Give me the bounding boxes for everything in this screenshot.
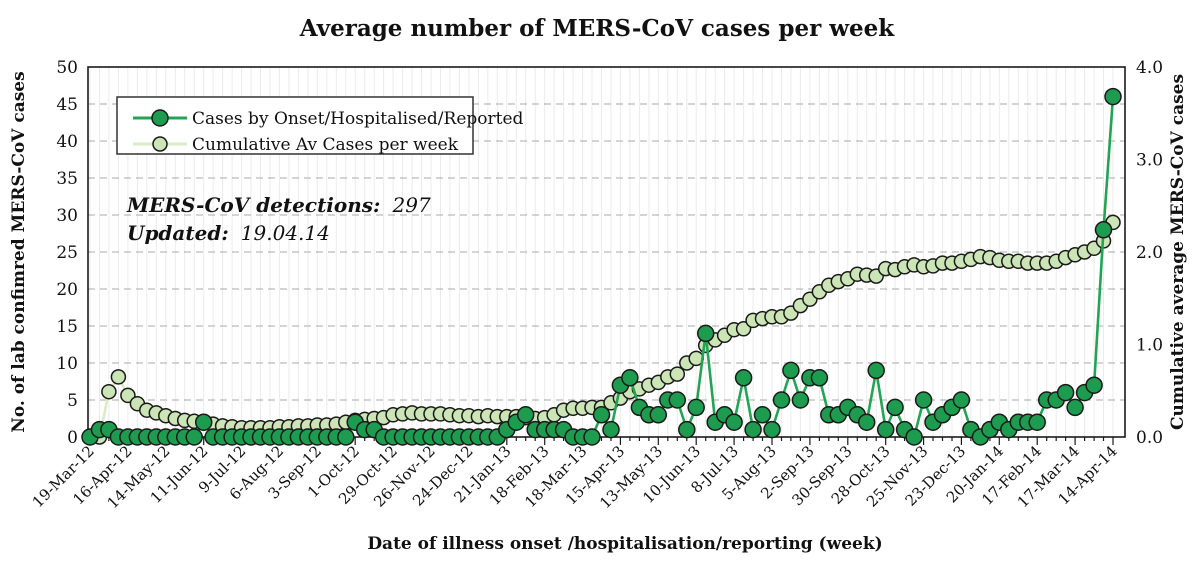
data-point xyxy=(1094,221,1113,239)
data-point xyxy=(583,428,601,446)
data-point xyxy=(101,383,117,400)
legend-entry-cumulative: Cumulative Av Cases per week xyxy=(133,135,459,155)
data-point xyxy=(1056,383,1075,402)
data-point xyxy=(791,391,810,409)
data-point xyxy=(725,413,743,431)
data-point xyxy=(668,391,687,409)
data-point xyxy=(696,324,715,343)
data-point xyxy=(886,398,904,417)
data-point xyxy=(905,428,923,446)
legend-label-cases: Cases by Onset/Hospitalised/Reported xyxy=(192,109,524,129)
data-point xyxy=(337,428,355,446)
y-axis-left-tick-label: 40 xyxy=(56,132,78,152)
y-axis-right-tick-label: 3.0 xyxy=(1136,151,1163,171)
y-axis-left-tick-label: 5 xyxy=(67,391,78,411)
y-axis-left-tick-label: 20 xyxy=(56,280,78,300)
y-axis-right-tick-label: 0.0 xyxy=(1136,428,1163,448)
data-point xyxy=(1085,376,1103,394)
data-point xyxy=(867,361,885,380)
data-point xyxy=(1104,87,1122,106)
data-point xyxy=(763,420,781,439)
y-axis-left-tick-label: 35 xyxy=(56,169,78,189)
data-point xyxy=(810,369,829,387)
data-point xyxy=(772,391,791,409)
legend: Cases by Onset/Hospitalised/Reported Cum… xyxy=(116,96,524,155)
y-axis-right-tick-label: 4.0 xyxy=(1136,58,1163,78)
data-point xyxy=(914,391,933,409)
y-axis-right-title: Cumulative average MERS-CoV cases xyxy=(1168,74,1188,430)
data-point xyxy=(678,420,696,439)
cases-marker-swatch xyxy=(151,109,169,127)
legend-label-cumulative: Cumulative Av Cases per week xyxy=(192,135,459,155)
chart-title: Average number of MERS-CoV cases per wee… xyxy=(299,15,895,42)
y-axis-left-tick-label: 10 xyxy=(56,354,78,374)
data-point xyxy=(602,420,620,439)
annotation-updated-label: Updated: xyxy=(127,221,229,245)
data-point xyxy=(952,391,971,409)
data-point xyxy=(669,366,686,382)
data-point xyxy=(876,420,895,439)
y-axis-left-tick-label: 0 xyxy=(67,428,78,448)
data-point xyxy=(110,369,127,385)
y-axis-left-tick-label: 45 xyxy=(56,95,78,115)
data-point xyxy=(744,420,762,439)
data-point xyxy=(687,398,705,417)
data-point xyxy=(734,369,753,387)
x-axis-title: Date of illness onset /hospitalisation/r… xyxy=(367,534,882,554)
y-axis-right-tick-label: 1.0 xyxy=(1136,336,1163,356)
data-point xyxy=(782,361,800,380)
legend-entry-cases: Cases by Onset/Hospitalised/Reported xyxy=(133,109,524,129)
data-point xyxy=(592,406,611,424)
annotation-updated: Updated: 19.04.14 xyxy=(127,221,330,245)
data-point xyxy=(649,406,668,424)
annotation-detections-label: MERS-CoV detections: xyxy=(126,193,380,217)
data-point xyxy=(621,369,639,387)
y-axis-left-tick-label: 30 xyxy=(56,206,78,226)
annotation-updated-value: 19.04.14 xyxy=(241,221,330,245)
y-axis-left-tick-label: 15 xyxy=(56,317,78,337)
y-axis-left-tick-label: 50 xyxy=(56,58,78,78)
data-point xyxy=(857,413,876,431)
data-point xyxy=(1066,398,1084,417)
annotation-detections: MERS-CoV detections: 297 xyxy=(126,193,431,217)
y-axis-left-title: No. of lab confimred MERS-CoV cases xyxy=(9,71,29,432)
y-axis-right-tick-label: 2.0 xyxy=(1136,243,1163,263)
data-point xyxy=(516,406,535,424)
data-point xyxy=(1028,413,1046,431)
y-axis-left-tick-label: 25 xyxy=(56,243,78,263)
data-point xyxy=(194,413,213,431)
data-point xyxy=(185,428,203,446)
annotation-detections-value: 297 xyxy=(392,193,431,217)
cumulative-marker-swatch xyxy=(152,136,168,152)
data-point xyxy=(753,406,772,424)
